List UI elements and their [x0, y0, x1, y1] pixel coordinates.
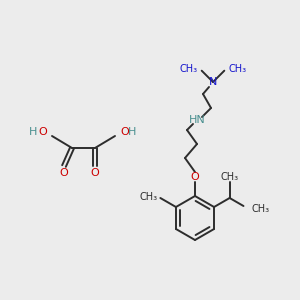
Text: CH₃: CH₃ — [220, 172, 239, 182]
Text: O: O — [190, 172, 200, 182]
Text: O: O — [60, 168, 68, 178]
Text: CH₃: CH₃ — [180, 64, 198, 74]
Text: O: O — [91, 168, 99, 178]
Text: HN: HN — [189, 115, 206, 125]
Text: O: O — [120, 127, 129, 137]
Text: CH₃: CH₃ — [228, 64, 246, 74]
Text: CH₃: CH₃ — [139, 192, 158, 202]
Text: N: N — [209, 77, 217, 87]
Text: H: H — [128, 127, 136, 137]
Text: O: O — [38, 127, 47, 137]
Text: H: H — [28, 127, 37, 137]
Text: CH₃: CH₃ — [251, 204, 270, 214]
